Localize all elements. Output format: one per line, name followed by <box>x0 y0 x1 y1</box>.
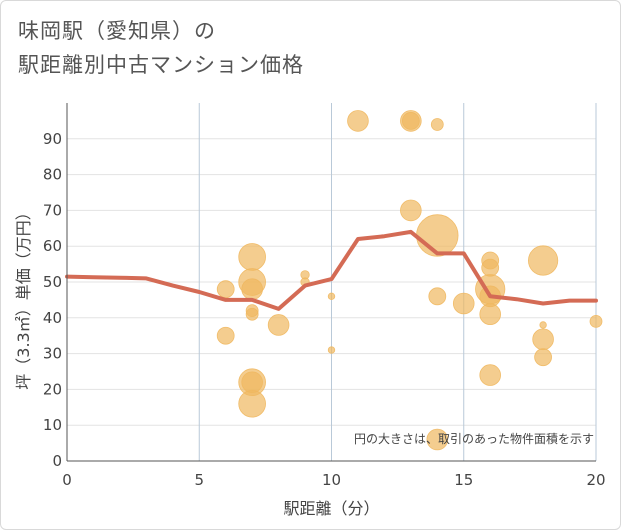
y-tick-label: 0 <box>52 452 62 470</box>
scatter-point <box>589 314 603 328</box>
scatter-point <box>347 110 369 132</box>
x-tick-label: 20 <box>586 471 605 489</box>
scatter-point <box>241 371 263 394</box>
scatter-point <box>238 389 266 418</box>
scatter-point <box>416 214 459 257</box>
y-tick-label: 20 <box>43 380 62 398</box>
scatter-point <box>528 245 559 276</box>
scatter-point <box>452 292 475 315</box>
grid <box>67 103 597 461</box>
axes <box>66 103 596 462</box>
scatter-point <box>401 112 420 130</box>
x-tick-label: 0 <box>62 471 72 489</box>
scatter-point <box>245 307 259 321</box>
scatter-point <box>479 303 501 326</box>
scatter-point <box>241 278 263 300</box>
y-axis-label: 坪（3.3㎡）単価（万円） <box>14 204 33 389</box>
y-tick-label: 50 <box>43 273 62 291</box>
bubble-size-note: 円の大きさは、取引のあった物件面積を示す <box>354 431 594 446</box>
scatter-point <box>216 326 235 345</box>
y-tick-label: 80 <box>43 166 62 184</box>
scatter-point <box>327 346 336 354</box>
scatter-point <box>430 118 444 131</box>
scatter-point <box>532 328 554 351</box>
scatter-point <box>479 364 501 386</box>
y-tick-label: 30 <box>43 345 62 363</box>
tick-labels: 0 10 20 30 40 50 60 70 80 90 0 5 10 15 20 <box>43 130 606 489</box>
average-line <box>65 229 598 311</box>
chart-title: 味岡駅（愛知県）の 駅距離別中古マンション価格 <box>18 14 304 82</box>
y-tick-label: 70 <box>43 201 62 219</box>
x-tick-label: 10 <box>322 471 341 489</box>
scatter-point <box>539 321 547 329</box>
y-tick-label: 40 <box>43 309 62 327</box>
bubble-layer <box>216 110 603 451</box>
x-axis-label: 駅距離（分） <box>283 499 379 518</box>
scatter-point <box>400 199 422 222</box>
scatter-point <box>238 243 266 271</box>
title-line-1: 味岡駅（愛知県）の <box>18 19 216 43</box>
y-tick-label: 90 <box>43 130 62 148</box>
y-tick-label: 10 <box>43 416 62 434</box>
scatter-point <box>534 348 552 367</box>
x-tick-label: 5 <box>194 471 204 489</box>
scatter-point <box>481 258 500 277</box>
scatter-point <box>216 280 235 299</box>
y-tick-label: 60 <box>43 237 62 255</box>
average-line-layer <box>65 229 598 311</box>
scatter-point <box>428 287 447 306</box>
title-line-2: 駅距離別中古マンション価格 <box>18 53 304 77</box>
scatter-point <box>267 314 290 336</box>
x-tick-label: 15 <box>454 471 473 489</box>
scatter-point <box>426 428 449 451</box>
scatter-point <box>327 292 336 301</box>
